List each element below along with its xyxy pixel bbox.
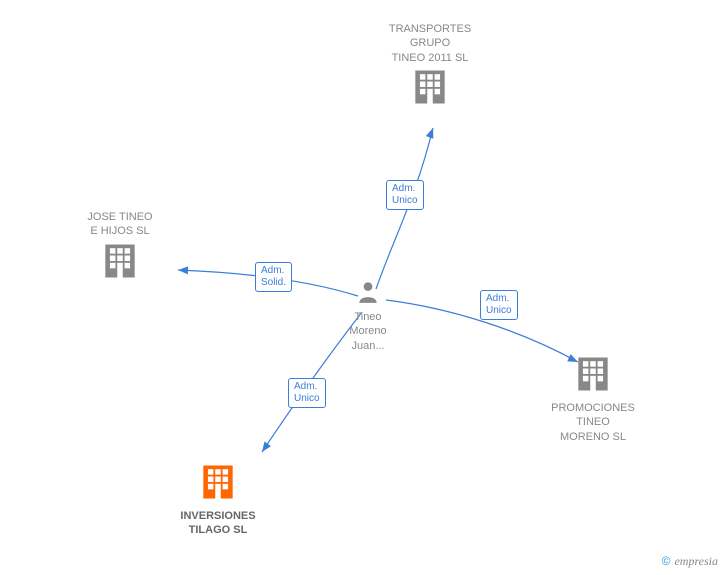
center-node-label: Tineo Moreno Juan... [338,310,398,353]
node-label: INVERSIONES TILAGO SL [153,509,283,538]
edge-label: Adm. Solid. [255,262,292,292]
person-icon [355,279,381,305]
building-icon [571,352,615,396]
edge-label: Adm. Unico [480,290,518,320]
node-label: JOSE TINEO E HIJOS SL [55,210,185,239]
copyright-symbol: © [662,554,671,568]
node-label: TRANSPORTES GRUPO TINEO 2011 SL [365,22,495,65]
building-icon [196,460,240,504]
edge-arrowhead [426,127,437,139]
node-label: PROMOCIONES TINEO MORENO SL [528,401,658,444]
edge-arrowhead [259,442,271,455]
building-icon [98,239,142,283]
node-transportes: TRANSPORTES GRUPO TINEO 2011 SL [365,22,495,114]
node-promociones: PROMOCIONES TINEO MORENO SL [528,352,658,444]
watermark: ©empresia [662,554,718,569]
building-icon [408,65,452,109]
node-jose: JOSE TINEO E HIJOS SL [55,210,185,288]
edge-label: Adm. Unico [386,180,424,210]
edge-label: Adm. Unico [288,378,326,408]
node-inversiones: INVERSIONES TILAGO SL [153,460,283,538]
watermark-text: empresia [674,554,718,568]
center-node-person: Tineo Moreno Juan... [338,279,398,353]
